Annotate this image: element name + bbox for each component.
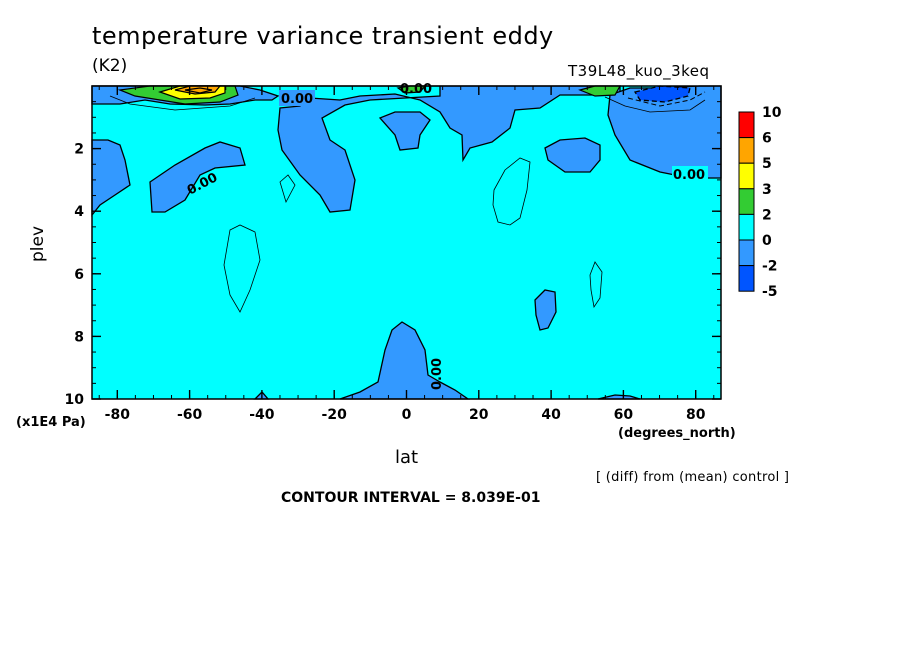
x-tick-label: -20 [322,407,348,423]
y-tick-label: 2 [74,142,84,158]
negative-region [544,137,601,173]
thin-contour [589,261,603,309]
colorbar-label: 10 [762,105,782,121]
colorbar-swatch [738,162,755,190]
x-tick-label: 60 [614,407,634,423]
negative-region [378,111,431,151]
y-tick-label: 10 [65,392,85,408]
x-axis: -80 -60 -40 -20 0 20 40 60 80 [105,86,706,423]
thin-contour [279,174,296,204]
thin-contour [223,224,261,313]
diff-note: [ (diff) from (mean) control ] [596,470,790,485]
colorbar-label: 3 [762,182,772,198]
thin-contours [109,95,706,313]
minor-ticks [92,86,721,399]
experiment-label: T39L48_kuo_3keq [568,62,710,80]
x-tick-label: -40 [249,407,275,423]
contour-label: 0.00 [673,168,705,183]
strong-negative [627,85,706,107]
colorbar-label: 6 [762,131,772,147]
colorbar-legend: 10 6 5 3 2 0 -2 -5 [738,105,782,300]
y-tick-label: 8 [74,329,84,345]
contour-interval: CONTOUR INTERVAL = 8.039E-01 [281,490,541,506]
colorbar-swatch [738,265,755,292]
negative-region [534,289,557,331]
colorbar-label: 5 [762,156,772,172]
negative-region [149,141,246,213]
x-tick-label: 80 [686,407,706,423]
negative-region [339,321,471,400]
x-axis-units: (degrees_north) [618,426,736,441]
thin-contour [109,95,256,111]
x-axis-label: lat [395,447,419,468]
positive-regions [117,85,622,105]
shaded-regions [91,85,722,400]
chart-title: temperature variance transient eddy [92,22,554,50]
colorbar-swatch [738,188,755,215]
x-tick-label: 40 [541,407,561,423]
x-tick-label: -60 [177,407,203,423]
x-tick-label: 20 [469,407,489,423]
x-tick-label: 0 [402,407,412,423]
y-tick-label: 4 [74,204,84,220]
colorbar-swatch [738,239,755,267]
y-tick-label: 6 [74,267,84,283]
colorbar-label: -2 [762,259,778,275]
colorbar-label: 2 [762,207,772,223]
thin-contour [604,96,706,113]
y-axis-units: (x1E4 Pa) [16,415,86,430]
thin-contour [492,157,531,226]
chart-units: (K2) [92,56,128,76]
colorbar-swatch [738,111,755,139]
colorbar-label: 0 [762,233,772,249]
contour-label: 0.00 [400,82,432,97]
colorbar-swatch [738,137,755,164]
colorbar-swatch [738,213,755,241]
colorbar-label: -5 [762,284,778,300]
x-tick-label: -80 [105,407,131,423]
dashed-contour [627,91,706,107]
contour-label: 0.00 [430,358,445,390]
contour-label: 0.00 [281,92,313,107]
positive-contour [184,87,213,94]
